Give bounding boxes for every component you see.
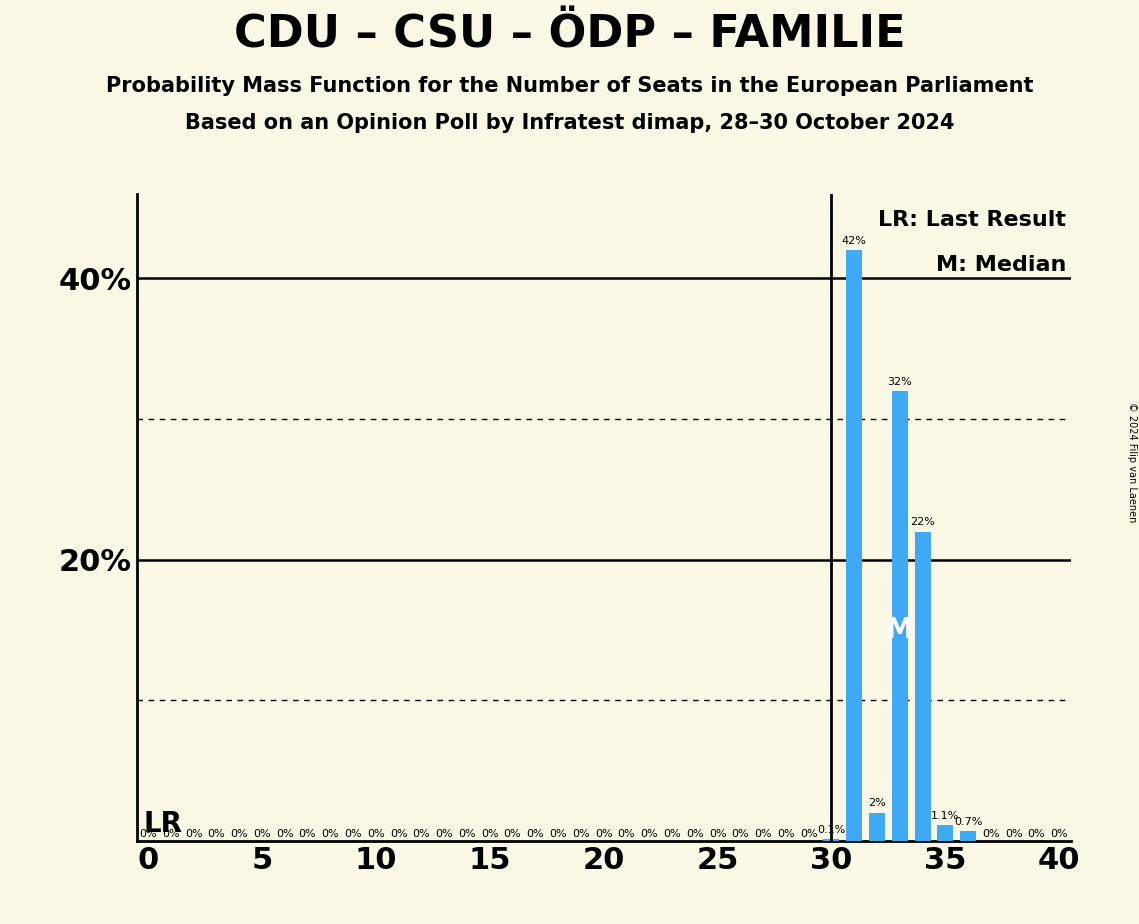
Text: 0%: 0% xyxy=(1050,830,1068,839)
Text: 0%: 0% xyxy=(435,830,453,839)
Text: 0%: 0% xyxy=(481,830,499,839)
Text: 0%: 0% xyxy=(344,830,362,839)
Text: 0%: 0% xyxy=(1005,830,1023,839)
Text: Probability Mass Function for the Number of Seats in the European Parliament: Probability Mass Function for the Number… xyxy=(106,76,1033,96)
Text: 0%: 0% xyxy=(777,830,795,839)
Text: 0%: 0% xyxy=(663,830,681,839)
Text: 32%: 32% xyxy=(887,377,912,386)
Text: 0%: 0% xyxy=(321,830,339,839)
Text: 0%: 0% xyxy=(617,830,636,839)
Text: 0%: 0% xyxy=(298,830,317,839)
Text: 0%: 0% xyxy=(982,830,1000,839)
Text: 0%: 0% xyxy=(800,830,818,839)
Text: 0%: 0% xyxy=(185,830,203,839)
Text: 22%: 22% xyxy=(910,517,935,528)
Text: 0.7%: 0.7% xyxy=(954,817,982,827)
Text: 0%: 0% xyxy=(595,830,613,839)
Bar xyxy=(937,825,953,841)
Text: 0%: 0% xyxy=(253,830,271,839)
Text: 0%: 0% xyxy=(754,830,772,839)
Bar xyxy=(892,391,908,841)
Text: 0%: 0% xyxy=(640,830,658,839)
Text: 0%: 0% xyxy=(230,830,248,839)
Text: 0%: 0% xyxy=(1027,830,1046,839)
Text: LR: Last Result: LR: Last Result xyxy=(878,211,1066,230)
Text: 0%: 0% xyxy=(162,830,180,839)
Bar xyxy=(846,250,862,841)
Text: 0%: 0% xyxy=(276,830,294,839)
Text: 0%: 0% xyxy=(139,830,157,839)
Text: 0%: 0% xyxy=(549,830,567,839)
Bar xyxy=(915,531,931,841)
Bar xyxy=(823,839,839,841)
Text: 0%: 0% xyxy=(686,830,704,839)
Bar xyxy=(869,813,885,841)
Text: 1.1%: 1.1% xyxy=(932,811,959,821)
Text: 42%: 42% xyxy=(842,236,867,246)
Text: M: M xyxy=(886,616,913,644)
Text: 0%: 0% xyxy=(207,830,226,839)
Text: © 2024 Filip van Laenen: © 2024 Filip van Laenen xyxy=(1126,402,1137,522)
Text: 0%: 0% xyxy=(412,830,431,839)
Text: 0%: 0% xyxy=(503,830,522,839)
Bar xyxy=(960,831,976,841)
Text: 0%: 0% xyxy=(526,830,544,839)
Text: 0%: 0% xyxy=(390,830,408,839)
Text: 0%: 0% xyxy=(708,830,727,839)
Text: 0%: 0% xyxy=(731,830,749,839)
Text: LR: LR xyxy=(144,810,182,838)
Text: 0%: 0% xyxy=(367,830,385,839)
Text: M: Median: M: Median xyxy=(935,256,1066,275)
Text: 0%: 0% xyxy=(572,830,590,839)
Text: 2%: 2% xyxy=(868,798,886,808)
Text: CDU – CSU – ÖDP – FAMILIE: CDU – CSU – ÖDP – FAMILIE xyxy=(233,14,906,57)
Text: 0%: 0% xyxy=(458,830,476,839)
Text: Based on an Opinion Poll by Infratest dimap, 28–30 October 2024: Based on an Opinion Poll by Infratest di… xyxy=(185,113,954,133)
Text: 0.1%: 0.1% xyxy=(818,825,845,835)
